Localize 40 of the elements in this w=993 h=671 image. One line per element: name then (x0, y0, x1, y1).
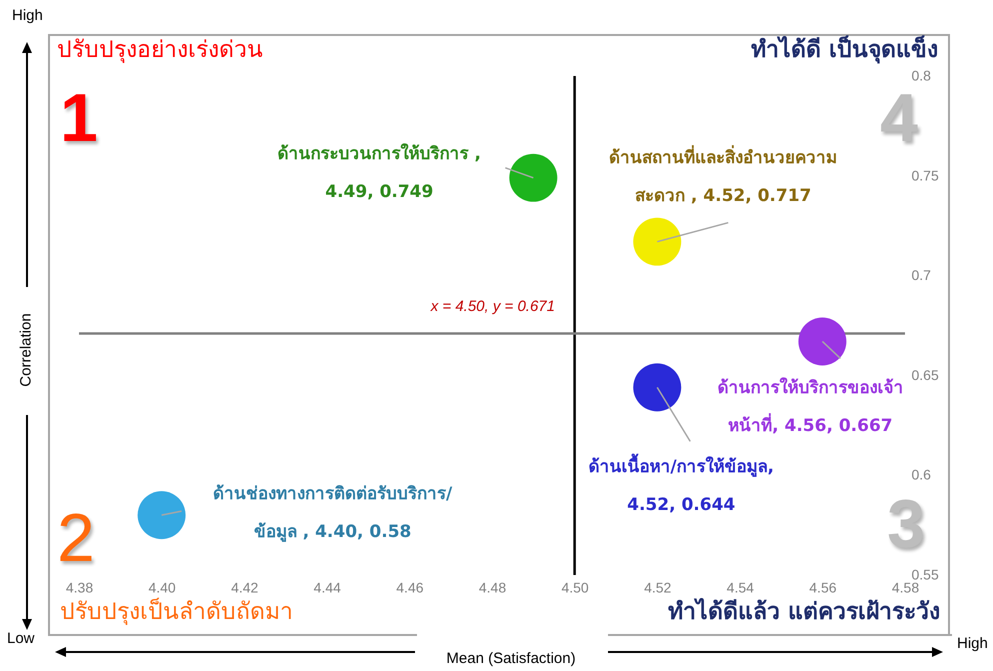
x-tick-label: 4.44 (314, 580, 342, 596)
y-axis-title: Correlation (18, 313, 36, 387)
x-tick-label: 4.58 (892, 580, 920, 596)
annotation: 3 (887, 486, 925, 562)
text: 4.49, 0.749 (325, 182, 434, 202)
point (138, 491, 186, 540)
text: ด้านกระบวนการให้บริการ , (278, 144, 481, 164)
point (798, 318, 846, 366)
x-tick-label: 4.38 (66, 580, 94, 596)
text: ด้านสถานที่และสิ่งอำนวยความสะดวก , 4.52, 0.717 (609, 148, 838, 206)
text: ปรับปรุงอย่างเร่งด่วน (57, 36, 263, 65)
y-tick-label: 0.7 (912, 267, 932, 284)
text: ด้านการให้บริการของเจ้าหน้าที่, 4.56, 0.667 (717, 378, 904, 436)
x-tick-label: 4.46 (396, 580, 424, 596)
y-tick-label: 0.6 (912, 466, 932, 483)
x-tick-label: 4.42 (231, 580, 259, 596)
annotation: x = 4.50, y = 0.671 (430, 298, 555, 317)
y-tick-label: 0.55 (912, 566, 939, 582)
x-tick-label: 4.50 (561, 580, 589, 596)
point (633, 218, 682, 266)
text: High (957, 635, 988, 654)
y-tick-label: 0.75 (912, 167, 939, 184)
x-tick-label: 4.40 (148, 580, 176, 596)
x-tick-label: 4.56 (809, 580, 837, 596)
text: 4.52, 0.644 (627, 495, 736, 516)
text: High (12, 7, 43, 26)
y-tick-label: 0.65 (912, 366, 939, 383)
text: Low (7, 630, 35, 649)
text: ทำได้ดีแล้ว แต่ควรเฝ้าระวัง (668, 598, 940, 627)
x-tick-label: 4.54 (726, 580, 754, 596)
text: ทำได้ดี เป็นจุดแข็ง (750, 36, 938, 65)
point (509, 154, 558, 202)
x-axis-title: Mean (Satisfaction) (446, 650, 576, 668)
x-tick-label: 4.48 (478, 580, 506, 596)
point (633, 363, 682, 412)
annotation: 1 (60, 80, 98, 156)
text: ปรับปรุงเป็นลำดับถัดมา (60, 598, 293, 627)
x-tick-label: 4.52 (644, 580, 672, 596)
annotation: 2 (57, 500, 95, 576)
text: ด้านช่องทางการติดต่อรับบริการ/ข้อมูล , 4.40, 0.58 (212, 484, 452, 542)
